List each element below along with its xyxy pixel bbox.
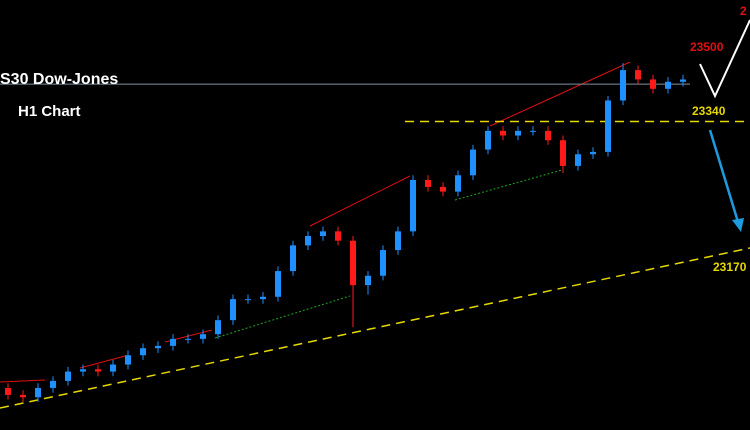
candle-body (455, 175, 461, 192)
resistance-line (489, 61, 631, 127)
support-line (214, 295, 351, 339)
candle-body (170, 338, 176, 346)
resistance-line (309, 175, 411, 227)
level-label: 2 (740, 4, 747, 18)
candle-body (530, 130, 536, 132)
candle-body (620, 70, 626, 101)
candle-body (590, 151, 596, 155)
candle-body (155, 345, 161, 349)
candle-body (485, 130, 491, 150)
candle-body (305, 236, 311, 246)
levels (0, 83, 750, 123)
candle-body (50, 380, 56, 388)
level-label: 23340 (692, 104, 726, 118)
arrow-head (732, 218, 744, 232)
candle-body (230, 299, 236, 321)
candle-body (440, 186, 446, 192)
candle-body (260, 296, 266, 300)
candle-body (20, 394, 26, 398)
candle-body (635, 70, 641, 80)
candle-body (200, 334, 206, 339)
level-label: 23500 (690, 40, 724, 54)
candle-body (35, 387, 41, 398)
chart-subtitle: H1 Chart (18, 103, 81, 120)
candle-body (215, 320, 221, 335)
candle-body (500, 130, 506, 136)
candle-body (110, 364, 116, 372)
candle-body (80, 369, 86, 372)
candle-body (650, 79, 656, 89)
candle-body (395, 231, 401, 251)
candle-body (65, 371, 71, 381)
candle-body (185, 338, 191, 340)
candle-body (560, 140, 566, 166)
candle-body (575, 154, 581, 166)
support-trendline (0, 247, 750, 409)
candle-body (5, 387, 11, 395)
candle-body (290, 245, 296, 272)
candle-body (515, 130, 521, 136)
level-label: 23170 (713, 260, 747, 274)
candle-body (605, 100, 611, 152)
candle-body (680, 79, 686, 82)
candle-body (665, 81, 671, 89)
candle-body (125, 355, 131, 365)
candle-body (470, 149, 476, 176)
support-line (454, 169, 563, 201)
candle-body (275, 271, 281, 297)
candle-body (545, 130, 551, 141)
candle-body (425, 179, 431, 187)
candle-body (410, 179, 416, 232)
candle-body (335, 231, 341, 241)
scenario-arrow (699, 19, 750, 99)
resistance-line (0, 379, 46, 383)
candles (5, 63, 686, 402)
candle-body (140, 348, 146, 356)
candle-body (380, 250, 386, 276)
candle-body (95, 369, 101, 372)
chart-title: S30 Dow-Jones (0, 71, 118, 88)
candle-body (365, 275, 371, 286)
candle-body (350, 240, 356, 286)
trend-lines (0, 19, 750, 409)
scenario-arrow (708, 129, 740, 223)
candle-body (245, 299, 251, 301)
resistance-line (79, 355, 126, 369)
candle-body (320, 231, 326, 237)
